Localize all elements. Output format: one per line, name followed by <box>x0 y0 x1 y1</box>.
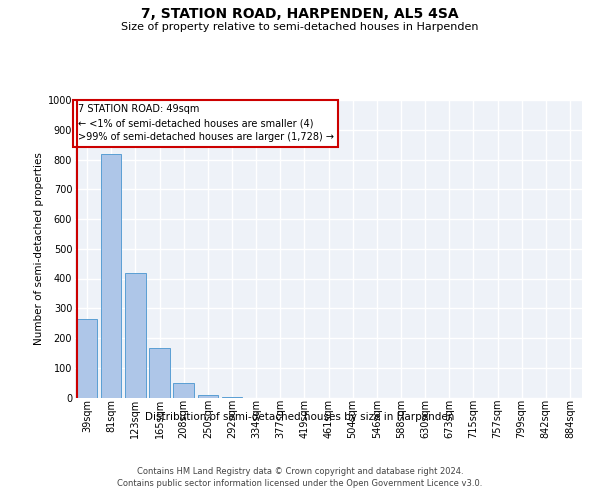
Bar <box>197 394 218 398</box>
Bar <box>77 318 97 398</box>
Text: 7, STATION ROAD, HARPENDEN, AL5 4SA: 7, STATION ROAD, HARPENDEN, AL5 4SA <box>141 8 459 22</box>
Text: Contains HM Land Registry data © Crown copyright and database right 2024.: Contains HM Land Registry data © Crown c… <box>137 468 463 476</box>
Y-axis label: Number of semi-detached properties: Number of semi-detached properties <box>34 152 44 345</box>
Bar <box>149 348 170 398</box>
Bar <box>125 272 146 398</box>
Text: Size of property relative to semi-detached houses in Harpenden: Size of property relative to semi-detach… <box>121 22 479 32</box>
Bar <box>221 397 242 398</box>
Bar <box>173 382 194 398</box>
Bar <box>101 154 121 398</box>
Text: Distribution of semi-detached houses by size in Harpenden: Distribution of semi-detached houses by … <box>145 412 455 422</box>
Text: 7 STATION ROAD: 49sqm
← <1% of semi-detached houses are smaller (4)
>99% of semi: 7 STATION ROAD: 49sqm ← <1% of semi-deta… <box>77 104 334 142</box>
Text: Contains public sector information licensed under the Open Government Licence v3: Contains public sector information licen… <box>118 479 482 488</box>
